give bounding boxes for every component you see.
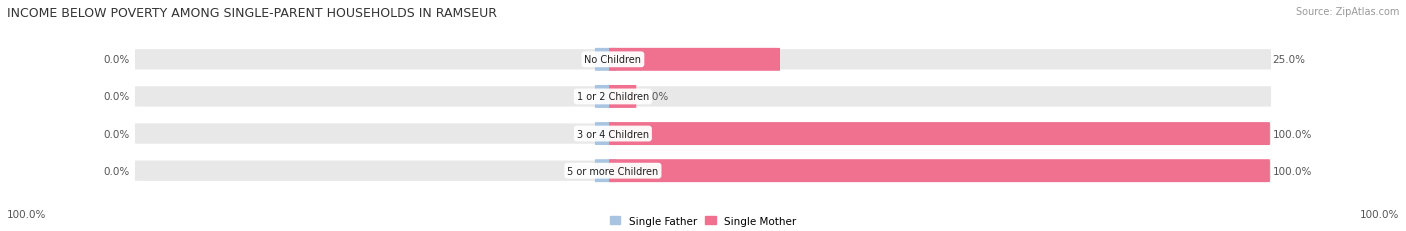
FancyBboxPatch shape xyxy=(595,86,617,108)
Text: 100.0%: 100.0% xyxy=(1272,166,1312,176)
FancyBboxPatch shape xyxy=(595,49,617,71)
Text: 1 or 2 Children: 1 or 2 Children xyxy=(576,92,650,102)
FancyBboxPatch shape xyxy=(609,123,1270,145)
FancyBboxPatch shape xyxy=(595,160,617,182)
Text: 100.0%: 100.0% xyxy=(7,210,46,219)
FancyBboxPatch shape xyxy=(595,123,617,145)
FancyBboxPatch shape xyxy=(609,160,1270,182)
FancyBboxPatch shape xyxy=(609,86,637,108)
FancyBboxPatch shape xyxy=(134,85,1272,109)
Text: No Children: No Children xyxy=(585,55,641,65)
FancyBboxPatch shape xyxy=(134,159,1272,182)
Text: 0.0%: 0.0% xyxy=(643,92,669,102)
FancyBboxPatch shape xyxy=(609,49,780,71)
Text: 0.0%: 0.0% xyxy=(104,129,129,139)
Text: 0.0%: 0.0% xyxy=(104,166,129,176)
Text: INCOME BELOW POVERTY AMONG SINGLE-PARENT HOUSEHOLDS IN RAMSEUR: INCOME BELOW POVERTY AMONG SINGLE-PARENT… xyxy=(7,7,498,20)
Text: 100.0%: 100.0% xyxy=(1360,210,1399,219)
Text: 0.0%: 0.0% xyxy=(104,55,129,65)
Text: 5 or more Children: 5 or more Children xyxy=(567,166,658,176)
Text: 0.0%: 0.0% xyxy=(104,92,129,102)
Text: 100.0%: 100.0% xyxy=(1272,129,1312,139)
FancyBboxPatch shape xyxy=(134,122,1272,146)
FancyBboxPatch shape xyxy=(134,49,1272,72)
Text: 3 or 4 Children: 3 or 4 Children xyxy=(576,129,650,139)
Legend: Single Father, Single Mother: Single Father, Single Mother xyxy=(610,216,796,226)
Text: 25.0%: 25.0% xyxy=(1272,55,1305,65)
Text: Source: ZipAtlas.com: Source: ZipAtlas.com xyxy=(1295,7,1399,17)
